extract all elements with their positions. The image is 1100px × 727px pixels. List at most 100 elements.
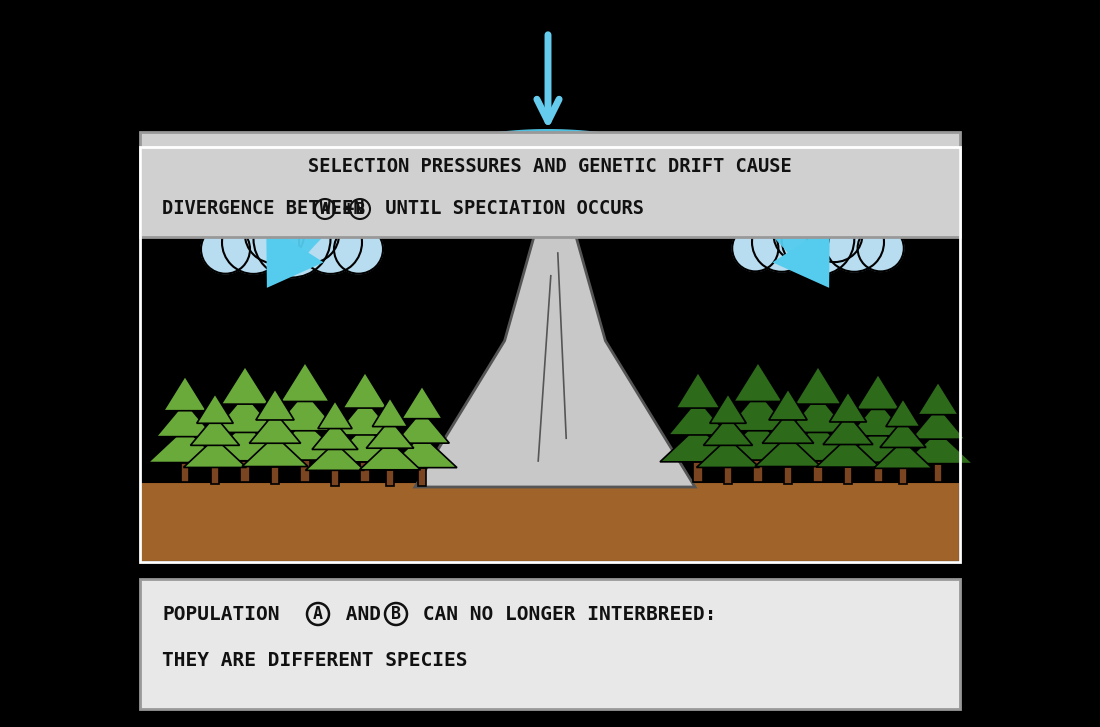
Polygon shape xyxy=(844,467,851,484)
Polygon shape xyxy=(900,468,906,484)
Polygon shape xyxy=(724,467,732,484)
Polygon shape xyxy=(395,411,449,443)
Polygon shape xyxy=(327,426,403,462)
Text: UNTIL SPECIATION OCCURS: UNTIL SPECIATION OCCURS xyxy=(374,199,644,219)
Polygon shape xyxy=(164,376,207,411)
Polygon shape xyxy=(829,392,867,422)
Polygon shape xyxy=(180,462,189,482)
Text: CAN NO LONGER INTERBREED:: CAN NO LONGER INTERBREED: xyxy=(411,604,716,624)
Polygon shape xyxy=(280,363,329,401)
Polygon shape xyxy=(256,389,294,420)
Polygon shape xyxy=(880,419,926,447)
Text: DIVERGENCE BETWEEN: DIVERGENCE BETWEEN xyxy=(162,199,364,219)
Polygon shape xyxy=(418,467,426,486)
FancyBboxPatch shape xyxy=(140,132,960,237)
Polygon shape xyxy=(786,395,849,433)
Polygon shape xyxy=(716,421,800,460)
Polygon shape xyxy=(263,421,346,460)
Polygon shape xyxy=(934,464,943,482)
Polygon shape xyxy=(343,372,387,408)
Polygon shape xyxy=(755,435,821,467)
Polygon shape xyxy=(784,467,792,484)
Polygon shape xyxy=(778,423,858,461)
Polygon shape xyxy=(710,394,746,423)
Polygon shape xyxy=(242,435,308,467)
Polygon shape xyxy=(911,406,966,439)
Polygon shape xyxy=(190,416,240,446)
Polygon shape xyxy=(318,401,352,429)
Polygon shape xyxy=(917,382,958,414)
Polygon shape xyxy=(823,414,873,444)
Polygon shape xyxy=(213,395,277,433)
Polygon shape xyxy=(250,412,300,443)
Polygon shape xyxy=(676,372,720,408)
Circle shape xyxy=(279,204,339,263)
Circle shape xyxy=(773,206,829,262)
Polygon shape xyxy=(693,462,703,482)
Polygon shape xyxy=(361,462,370,482)
Polygon shape xyxy=(660,426,736,462)
Polygon shape xyxy=(734,363,782,401)
Text: THEY ARE DIFFERENT SPECIES: THEY ARE DIFFERENT SPECIES xyxy=(162,651,468,670)
Polygon shape xyxy=(240,461,250,482)
Polygon shape xyxy=(703,416,752,446)
Polygon shape xyxy=(840,427,915,462)
Polygon shape xyxy=(856,374,900,409)
Polygon shape xyxy=(372,398,408,427)
Circle shape xyxy=(782,203,855,276)
Polygon shape xyxy=(184,438,246,467)
Polygon shape xyxy=(696,438,759,467)
Polygon shape xyxy=(272,392,338,431)
Polygon shape xyxy=(266,225,323,288)
Circle shape xyxy=(334,225,383,273)
Polygon shape xyxy=(402,386,442,419)
Polygon shape xyxy=(387,435,456,467)
Polygon shape xyxy=(769,389,807,420)
Text: B: B xyxy=(355,201,364,217)
Polygon shape xyxy=(813,461,823,482)
Polygon shape xyxy=(366,419,414,449)
Circle shape xyxy=(752,212,812,272)
Polygon shape xyxy=(336,399,395,435)
Circle shape xyxy=(806,206,862,262)
Circle shape xyxy=(253,201,330,278)
Polygon shape xyxy=(873,441,933,468)
Polygon shape xyxy=(360,441,420,470)
Polygon shape xyxy=(140,482,960,562)
Polygon shape xyxy=(669,399,727,435)
Polygon shape xyxy=(204,423,286,461)
Polygon shape xyxy=(725,392,791,431)
FancyBboxPatch shape xyxy=(140,579,960,709)
Text: POPULATION: POPULATION xyxy=(162,604,279,624)
Polygon shape xyxy=(886,398,920,427)
Polygon shape xyxy=(795,366,842,404)
Polygon shape xyxy=(873,462,882,482)
Circle shape xyxy=(201,225,250,273)
Polygon shape xyxy=(271,467,279,484)
Polygon shape xyxy=(312,422,358,449)
Text: SELECTION PRESSURES AND GENETIC DRIFT CAUSE: SELECTION PRESSURES AND GENETIC DRIFT CA… xyxy=(308,158,792,177)
Polygon shape xyxy=(197,394,233,423)
Polygon shape xyxy=(331,470,339,486)
Polygon shape xyxy=(386,470,394,486)
Text: +: + xyxy=(342,199,353,219)
Circle shape xyxy=(858,225,904,271)
Polygon shape xyxy=(816,437,880,467)
Text: A: A xyxy=(314,605,323,623)
Text: B: B xyxy=(390,605,402,623)
Polygon shape xyxy=(270,129,826,268)
Polygon shape xyxy=(754,460,763,482)
Polygon shape xyxy=(306,443,364,470)
Circle shape xyxy=(733,225,779,271)
Polygon shape xyxy=(849,401,908,435)
Text: AND: AND xyxy=(334,604,393,624)
Polygon shape xyxy=(148,428,222,462)
Polygon shape xyxy=(762,412,814,443)
Circle shape xyxy=(222,211,285,274)
Text: A: A xyxy=(320,201,330,217)
Polygon shape xyxy=(772,225,829,288)
Circle shape xyxy=(825,212,884,272)
Circle shape xyxy=(244,204,305,263)
Polygon shape xyxy=(415,162,695,487)
Polygon shape xyxy=(903,431,974,464)
